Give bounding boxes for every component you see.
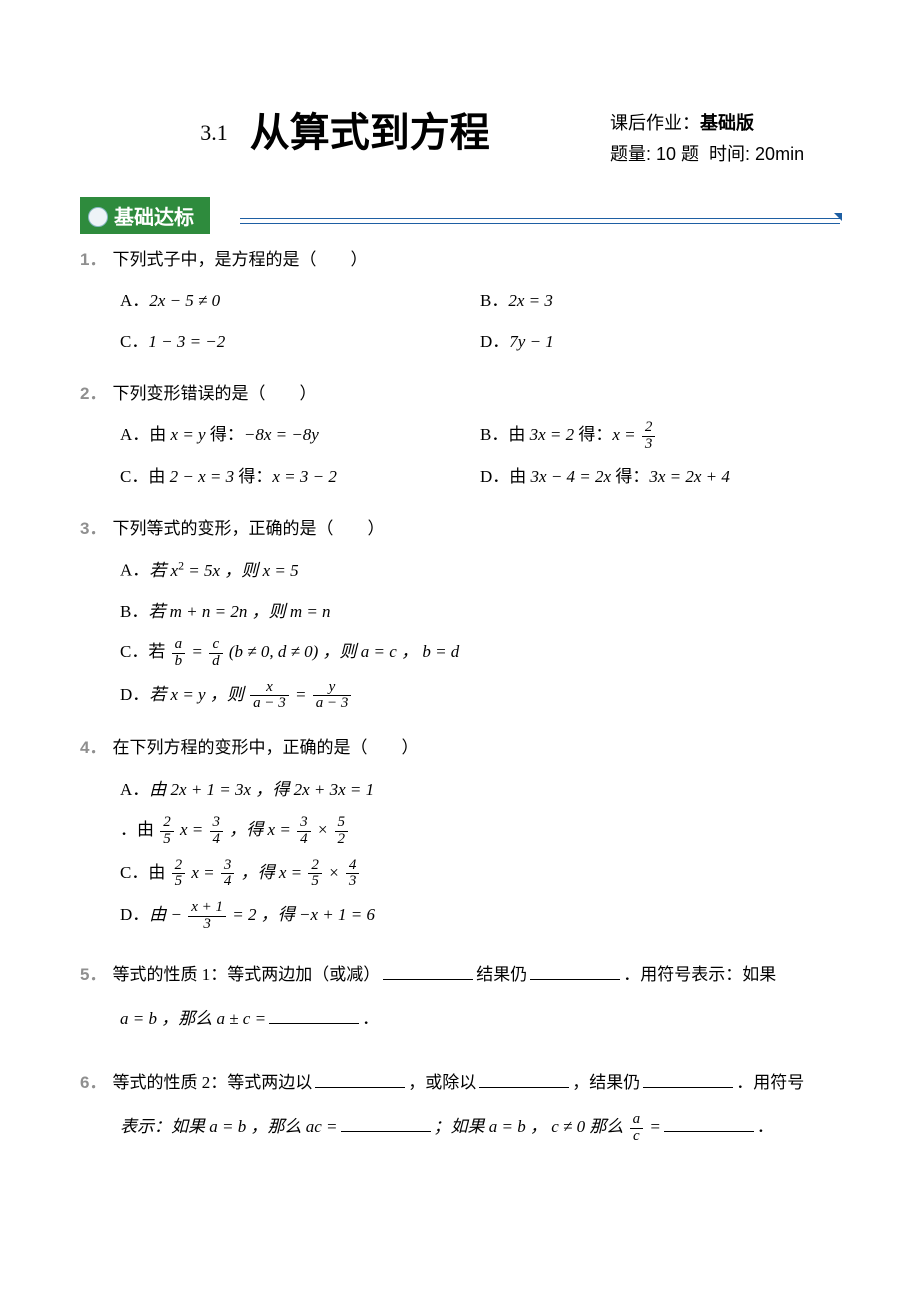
fill-blank[interactable] [341,1114,431,1132]
question-stem: 在下列方程的变形中，正确的是（ ） [112,738,418,757]
options: A．2x − 5 ≠ 0 B．2x = 3 C．1 − 3 = −2 D．7y … [120,286,840,357]
fraction: 34 [210,815,224,848]
options: A．由 x = y 得：−8x = −8y B．由 3x = 2 得：x = 2… [120,420,840,493]
question-4: 4． 在下列方程的变形中，正确的是（ ） A．由 2x + 1 = 3x ，得 2… [80,732,840,932]
option-text: 若 x2 = 5x ，则 x = 5 [149,561,298,580]
fraction: 25 [160,815,174,848]
fraction: 43 [346,858,360,891]
question-5: 5．等式的性质 1：等式两边加（或减）结果仍．用符号表示：如果 a = b ，那… [80,953,840,1041]
option-b: ．由 25 x = 34 ，得 x = 34 × 52 [120,815,840,848]
fill-blank[interactable] [269,1006,359,1024]
fraction: ac [630,1112,644,1145]
fraction: ya − 3 [313,680,352,713]
option-b: B．2x = 3 [480,286,840,317]
question-number: 3． [80,519,106,538]
fraction: 34 [221,858,235,891]
header: 3.1 从算式到方程 课后作业：基础版 题量: 10 题 时间: 20min [80,100,840,169]
worksheet-page: 3.1 从算式到方程 课后作业：基础版 题量: 10 题 时间: 20min 基… [0,0,920,1223]
fill-blank[interactable] [383,962,473,980]
question-1: 1． 下列式子中，是方程的是（ ） A．2x − 5 ≠ 0 B．2x = 3 C… [80,244,840,357]
options: A．若 x2 = 5x ，则 x = 5 B．若 m + n = 2n ，则 m… [120,555,840,712]
option-d: D．若 x = y ，则 xa − 3 = ya − 3 [120,680,840,713]
question-stem: 下列等式的变形，正确的是（ ） [112,519,384,538]
question-stem: 下列变形错误的是（ ） [112,384,316,403]
option-a: A．2x − 5 ≠ 0 [120,286,480,317]
fraction: 34 [297,815,311,848]
title-block: 3.1 从算式到方程 [80,100,610,158]
question-number: 4． [80,738,106,757]
question-stem: 下列式子中，是方程的是（ ） [112,250,367,269]
fill-blank[interactable] [530,962,620,980]
option-a: A．由 2x + 1 = 3x ，得 2x + 3x = 1 [120,775,840,806]
section-number: 3.1 [200,120,228,145]
option-d: D．7y − 1 [480,327,840,358]
fraction: xa − 3 [250,680,289,713]
question-2: 2． 下列变形错误的是（ ） A．由 x = y 得：−8x = −8y B．由 … [80,378,840,493]
option-c: C．由 2 − x = 3 得：x = 3 − 2 [120,462,480,493]
option-d: D．由 − x + 13 = 2 ，得 −x + 1 = 6 [120,900,840,933]
fraction: cd [209,637,223,670]
fraction: 52 [335,815,349,848]
fill-blank[interactable] [664,1114,754,1132]
option-c: C．由 25 x = 34 ，得 x = 25 × 43 [120,858,840,891]
meta-block: 课后作业：基础版 题量: 10 题 时间: 20min [610,100,840,169]
globe-icon [88,207,108,227]
page-title: 从算式到方程 [250,111,490,155]
option-d: D．由 3x − 4 = 2x 得：3x = 2x + 4 [480,462,840,493]
meta-line-2: 题量: 10 题 时间: 20min [610,139,840,170]
option-c: C．1 − 3 = −2 [120,327,480,358]
section-banner-wrap: 基础达标 [80,197,840,224]
fill-blank[interactable] [315,1070,405,1088]
question-3: 3． 下列等式的变形，正确的是（ ） A．若 x2 = 5x ，则 x = 5 B… [80,513,840,712]
fill-blank[interactable] [479,1070,569,1088]
question-number: 1． [80,250,106,269]
question-number: 2． [80,384,106,403]
section-banner: 基础达标 [80,197,210,234]
fraction: ab [172,637,186,670]
option-c: C．若 ab = cd (b ≠ 0, d ≠ 0) ，则 a = c ， b … [120,637,840,670]
fraction: x + 13 [188,900,226,933]
question-number: 6． [80,1073,106,1092]
option-a: A．由 x = y 得：−8x = −8y [120,420,480,453]
question-number: 5． [80,965,106,984]
option-b: B．由 3x = 2 得：x = 23 [480,420,840,453]
banner-rule [240,218,840,224]
fraction: 25 [308,858,322,891]
options: A．由 2x + 1 = 3x ，得 2x + 3x = 1 ．由 25 x =… [120,775,840,933]
fraction: 23 [642,420,656,453]
fraction: 25 [172,858,186,891]
fill-blank[interactable] [643,1070,733,1088]
option-a: A．若 x2 = 5x ，则 x = 5 [120,555,840,586]
question-6: 6．等式的性质 2：等式两边以，或除以，结果仍．用符号 表示：如果 a = b … [80,1061,840,1149]
option-b: B．若 m + n = 2n ，则 m = n [120,597,840,628]
meta-line-1: 课后作业：基础版 [610,108,840,139]
